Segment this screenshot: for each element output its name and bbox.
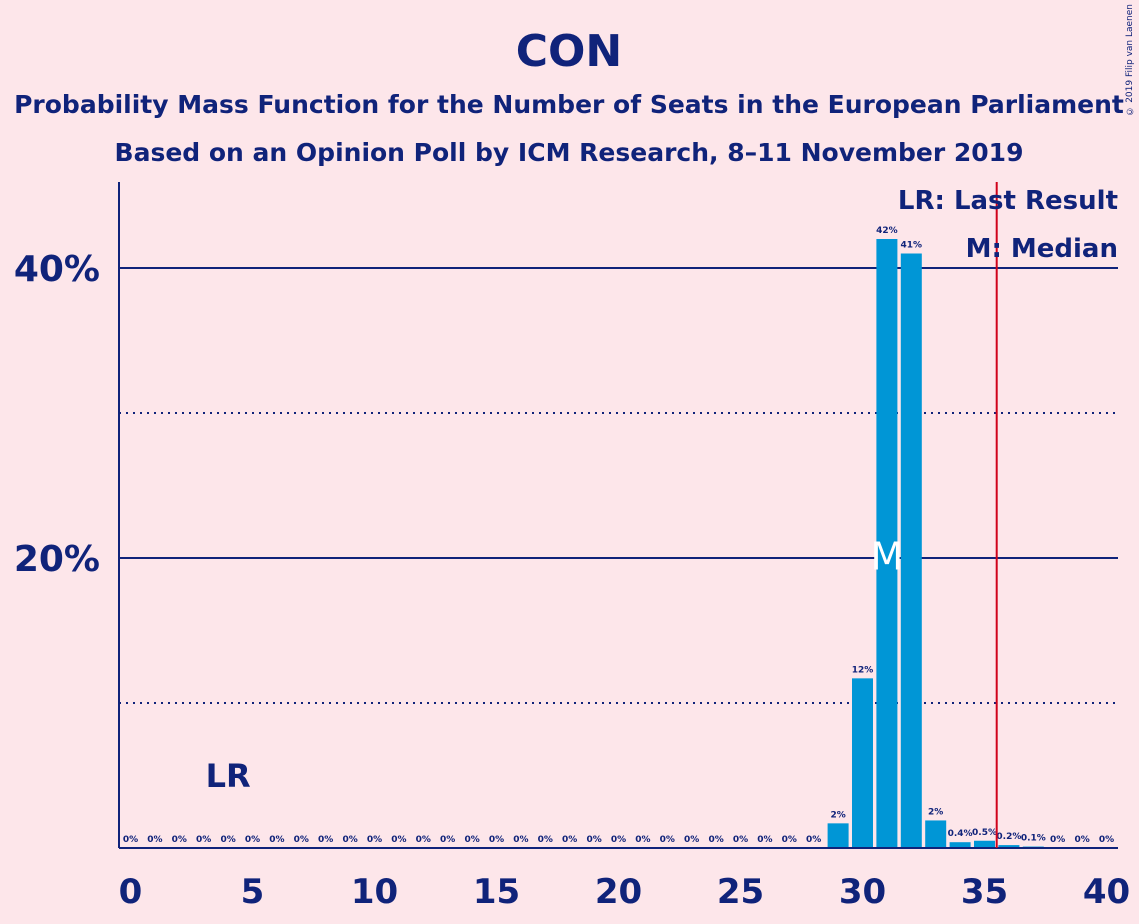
data-label: 0% [245, 835, 260, 845]
x-tick-label: 35 [961, 872, 1008, 912]
data-label: 0% [757, 835, 772, 845]
data-label: 0% [782, 835, 797, 845]
data-label: 0% [440, 835, 455, 845]
chart-poll-line: Based on an Opinion Poll by ICM Research… [115, 138, 1024, 167]
data-label: 0% [1099, 835, 1114, 845]
data-label: 0% [294, 835, 309, 845]
data-label: 0% [1074, 835, 1089, 845]
legend-median: M: Median [966, 234, 1118, 264]
x-tick-label: 10 [351, 872, 398, 912]
data-label: 41% [901, 241, 923, 251]
x-tick-label: 0 [119, 872, 143, 912]
data-label: 0.4% [948, 829, 973, 839]
legend-last-result: LR: Last Result [898, 186, 1118, 216]
x-tick-label: 25 [717, 872, 764, 912]
x-tick-label: 5 [241, 872, 265, 912]
data-label: 0% [660, 835, 675, 845]
data-label: 0% [147, 835, 162, 845]
y-tick-label: 40% [14, 249, 100, 290]
data-labels-group: 0% 0% 0% 0% 0% 0% 0% 0% 0% 0% 0% 0% 0% 0% 0% 0% 0% 0% 0% 0%… [123, 226, 1114, 845]
data-label: 0% [416, 835, 431, 845]
bar [900, 253, 922, 848]
x-tick-label: 20 [595, 872, 642, 912]
data-label: 0.5% [972, 828, 997, 838]
bar [998, 845, 1020, 848]
data-label: 0% [708, 835, 723, 845]
data-label: 0% [172, 835, 187, 845]
data-label: 0% [196, 835, 211, 845]
data-label: 0% [1050, 835, 1065, 845]
data-label: 0.2% [996, 832, 1021, 842]
bar [974, 840, 995, 848]
bar [852, 678, 873, 848]
median-marker: M [871, 535, 904, 579]
bar [925, 820, 947, 848]
bars-group [827, 239, 1044, 848]
data-label: 42% [876, 226, 898, 236]
data-label: 0% [806, 835, 821, 845]
bar [876, 239, 898, 848]
bar [827, 823, 849, 848]
data-label: 2% [830, 810, 845, 820]
chart-title: CON [516, 26, 623, 77]
axes-group: 20% 40% 0 5 10 15 20 25 30 35 40 M LR [14, 182, 1130, 912]
data-label: 12% [852, 665, 874, 675]
y-tick-label: 20% [14, 539, 100, 580]
data-label: 0% [733, 835, 748, 845]
data-label: 0% [684, 835, 699, 845]
data-label: 2% [928, 807, 943, 817]
last-result-marker: LR [206, 757, 251, 795]
data-label: 0% [464, 835, 479, 845]
x-tick-label: 30 [839, 872, 886, 912]
data-label: 0% [538, 835, 553, 845]
data-label: 0% [489, 835, 504, 845]
data-label: 0% [586, 835, 601, 845]
data-label: 0% [367, 835, 382, 845]
data-label: 0% [391, 835, 406, 845]
data-label: 0.1% [1021, 834, 1046, 844]
grid-lines [119, 267, 1118, 704]
bar [949, 842, 971, 848]
data-label: 0% [342, 835, 357, 845]
data-label: 0% [513, 835, 528, 845]
data-label: 0% [562, 835, 577, 845]
data-label: 0% [220, 835, 235, 845]
data-label: 0% [269, 835, 284, 845]
data-label: 0% [635, 835, 650, 845]
x-tick-label: 40 [1083, 872, 1130, 912]
chart-subtitle: Probability Mass Function for the Number… [14, 90, 1124, 119]
data-label: 0% [611, 835, 626, 845]
data-label: 0% [123, 835, 138, 845]
x-tick-label: 15 [473, 872, 520, 912]
data-label: 0% [318, 835, 333, 845]
